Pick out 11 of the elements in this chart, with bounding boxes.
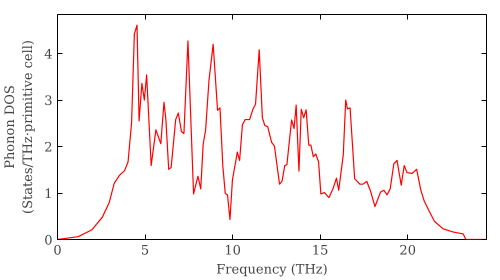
x-tick-label: 20 xyxy=(399,244,416,258)
y-tick-label: 3 xyxy=(44,94,53,110)
y-tick-label: 1 xyxy=(44,187,53,202)
y-tick-label: 2 xyxy=(44,140,53,156)
y-tick-label: 0 xyxy=(44,234,53,248)
x-tick-label: 15 xyxy=(312,244,328,258)
x-axis-title: Frequency (THz) xyxy=(216,262,328,278)
y-axis-title: Phonon DOS (States/THz·primitive cell) xyxy=(3,40,36,214)
x-tick-label: 5 xyxy=(140,244,150,258)
x-tick-label: 10 xyxy=(224,244,241,258)
y-tick-label: 4 xyxy=(44,48,53,63)
